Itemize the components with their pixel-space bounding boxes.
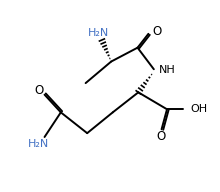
- Text: O: O: [35, 84, 44, 97]
- Text: NH: NH: [159, 65, 176, 75]
- Text: H₂N: H₂N: [28, 139, 49, 149]
- Text: O: O: [156, 130, 165, 143]
- Text: OH: OH: [190, 104, 207, 114]
- Text: H₂N: H₂N: [88, 28, 109, 38]
- Text: O: O: [152, 25, 161, 38]
